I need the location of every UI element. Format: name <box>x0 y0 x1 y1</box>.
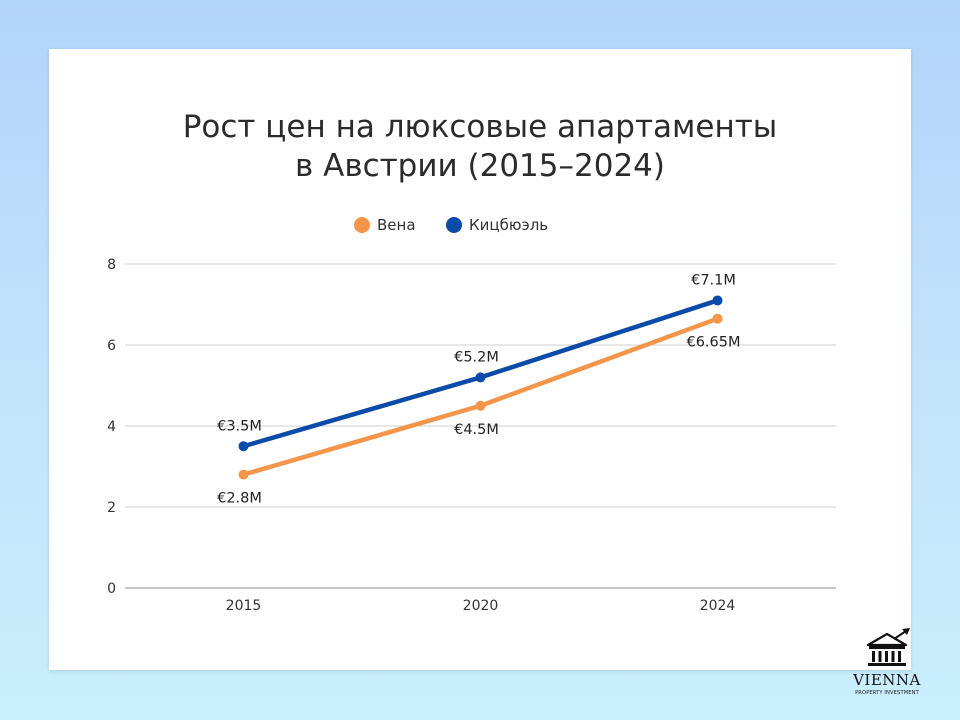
series-1 <box>238 313 723 480</box>
chart-card: Рост цен на люксовые апартаменты в Австр… <box>49 49 911 670</box>
y-tick-label: 8 <box>107 257 116 273</box>
grid <box>125 263 836 589</box>
series-line <box>241 316 720 477</box>
data-point <box>712 313 723 324</box>
x-tick-label: 2015 <box>226 598 262 614</box>
line-chart: Рост цен на люксовые апартаменты в Австр… <box>107 109 836 614</box>
data-point <box>475 400 486 411</box>
data-point <box>238 469 249 480</box>
series-group <box>238 295 723 480</box>
data-point <box>475 372 486 383</box>
legend-item: Вена <box>354 216 416 234</box>
chart-title: Рост цен на люксовые апартаменты в Австр… <box>183 109 778 184</box>
data-label: €6.65M <box>686 335 740 351</box>
legend-marker <box>446 217 462 233</box>
data-point <box>712 295 723 306</box>
y-tick-label: 6 <box>107 338 116 354</box>
legend-label: Кицбюэль <box>469 216 548 234</box>
y-tick-label: 2 <box>107 500 116 516</box>
series-2 <box>238 295 723 452</box>
data-label: €4.5M <box>454 422 499 438</box>
data-label: €5.2M <box>454 349 499 365</box>
x-tick-label: 2020 <box>463 598 499 614</box>
legend-label: Вена <box>377 216 416 234</box>
data-labels: €2.8M €4.5M €6.65M €3.5M €5.2M €7.1M <box>217 272 740 506</box>
y-tick-label: 4 <box>107 419 116 435</box>
axes: 0 2 4 6 8 2015 2020 2024 <box>107 257 735 614</box>
chart-title-line-1: Рост цен на люксовые апартаменты <box>183 109 778 145</box>
x-tick-label: 2024 <box>700 598 736 614</box>
data-label: €7.1M <box>691 272 736 288</box>
logo-name: VIENNA <box>853 671 921 689</box>
legend-marker <box>354 217 370 233</box>
data-label: €3.5M <box>217 418 262 434</box>
data-label: €2.8M <box>217 491 262 507</box>
chart-title-line-2: в Австрии (2015–2024) <box>295 148 665 184</box>
legend-item: Кицбюэль <box>446 216 548 234</box>
data-point <box>238 441 249 452</box>
building-icon <box>866 628 910 666</box>
logo-tagline: PROPERTY INVESTMENT <box>855 690 919 696</box>
y-tick-label: 0 <box>107 581 116 597</box>
legend: Вена Кицбюэль <box>354 216 548 234</box>
vienna-logo: VIENNA PROPERTY INVESTMENT <box>844 627 930 703</box>
